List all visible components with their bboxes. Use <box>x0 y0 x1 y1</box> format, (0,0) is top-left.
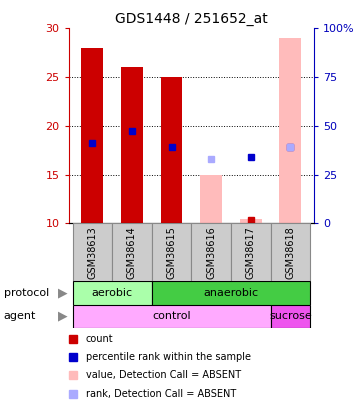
Bar <box>73 305 270 328</box>
Text: aerobic: aerobic <box>92 288 133 298</box>
Text: value, Detection Call = ABSENT: value, Detection Call = ABSENT <box>86 370 241 380</box>
Bar <box>73 224 112 281</box>
Bar <box>152 281 310 305</box>
Text: GSM38617: GSM38617 <box>246 226 256 279</box>
Text: GSM38618: GSM38618 <box>285 226 295 279</box>
Text: rank, Detection Call = ABSENT: rank, Detection Call = ABSENT <box>86 389 236 399</box>
Text: protocol: protocol <box>4 288 49 298</box>
Title: GDS1448 / 251652_at: GDS1448 / 251652_at <box>115 12 268 26</box>
Bar <box>270 305 310 328</box>
Bar <box>279 38 301 224</box>
Text: anaerobic: anaerobic <box>203 288 258 298</box>
Bar <box>240 219 262 224</box>
Text: sucrose: sucrose <box>269 311 312 321</box>
Bar <box>112 224 152 281</box>
Bar <box>270 224 310 281</box>
Text: ▶: ▶ <box>58 286 68 300</box>
Text: GSM38616: GSM38616 <box>206 226 216 279</box>
Text: control: control <box>152 311 191 321</box>
Bar <box>200 175 222 224</box>
Text: agent: agent <box>4 311 36 321</box>
Text: GSM38615: GSM38615 <box>166 226 177 279</box>
Text: count: count <box>86 334 113 344</box>
Text: ▶: ▶ <box>58 310 68 323</box>
Text: percentile rank within the sample: percentile rank within the sample <box>86 352 251 362</box>
Text: GSM38613: GSM38613 <box>87 226 97 279</box>
Bar <box>161 77 182 224</box>
Bar <box>82 48 103 224</box>
Bar <box>73 281 152 305</box>
Bar <box>191 224 231 281</box>
Bar <box>231 224 270 281</box>
Bar <box>152 224 191 281</box>
Text: GSM38614: GSM38614 <box>127 226 137 279</box>
Bar <box>121 67 143 224</box>
